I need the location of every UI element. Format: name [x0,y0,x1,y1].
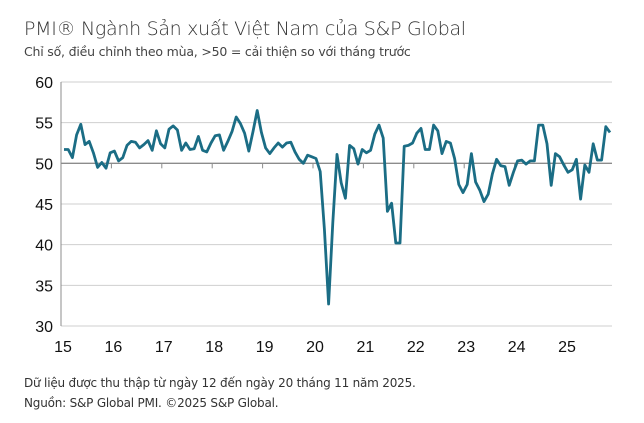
y-tick-label: 50 [35,156,53,173]
x-tick-label: 24 [508,339,526,356]
y-tick-label: 40 [35,238,53,255]
x-tick-label: 23 [457,339,475,356]
x-tick-label: 25 [558,339,576,356]
source-note: Nguồn: S&P Global PMI. ©2025 S&P Global. [24,396,279,410]
y-tick-label: 45 [35,197,53,214]
y-tick-label: 60 [35,75,53,92]
x-tick-label: 15 [54,339,72,356]
x-tick-label: 18 [205,339,223,356]
data-collection-note: Dữ liệu được thu thập từ ngày 12 đến ngà… [24,376,416,390]
x-tick-label: 16 [105,339,123,356]
y-tick-label: 35 [35,278,53,295]
y-tick-label: 55 [35,116,53,133]
chart-subtitle: Chỉ số, điều chỉnh theo mùa, >50 = cải t… [24,44,411,59]
y-tick-label: 30 [35,319,53,336]
x-tick-label: 20 [306,339,324,356]
chart-title: PMI® Ngành Sản xuất Việt Nam của S&P Glo… [24,18,466,40]
x-tick-label: 22 [407,339,425,356]
pmi-series-line [64,109,612,306]
x-tick-label: 17 [155,339,173,356]
x-tick-label: 21 [357,339,375,356]
x-tick-label: 19 [256,339,274,356]
